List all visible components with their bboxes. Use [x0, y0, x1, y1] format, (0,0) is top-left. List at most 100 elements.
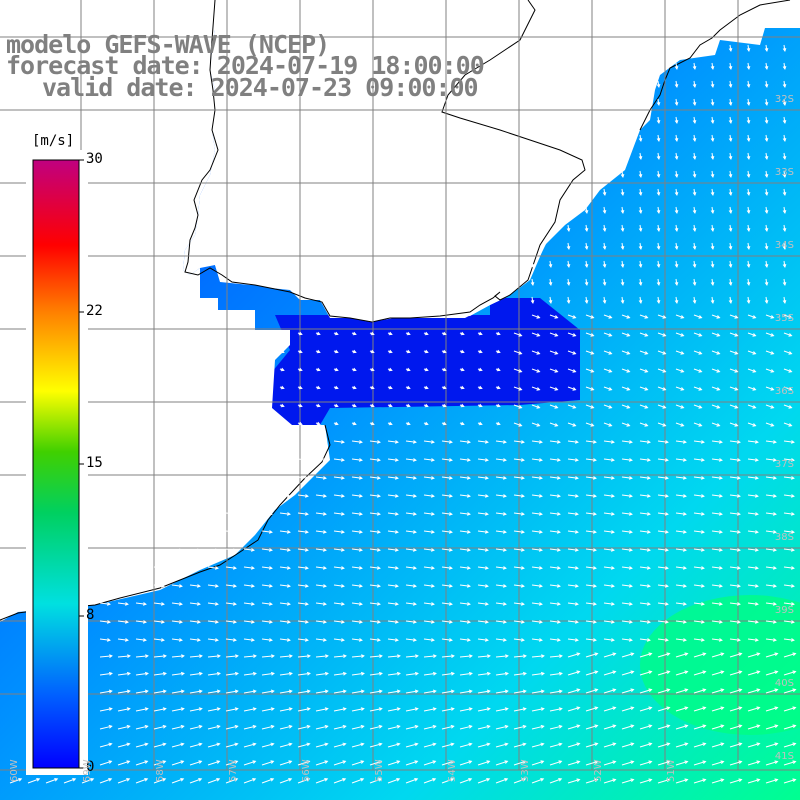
wind-arrow-head — [180, 742, 185, 747]
wind-arrow-head — [628, 512, 633, 516]
wind-arrow-head — [584, 299, 589, 304]
wind-arrow-head — [216, 760, 221, 764]
wind-arrow — [585, 743, 598, 748]
wind-arrow-head — [592, 638, 597, 642]
wind-arrow-head — [782, 227, 787, 232]
wind-arrow — [603, 476, 614, 479]
wind-arrow — [477, 548, 488, 551]
wind-arrow — [603, 584, 614, 587]
wind-arrow-head — [432, 707, 437, 711]
wind-arrow-head — [746, 209, 751, 214]
wind-arrow — [549, 690, 562, 694]
wind-arrow-head — [334, 421, 339, 426]
wind-arrow — [549, 602, 560, 605]
wind-arrow — [441, 566, 452, 569]
wind-arrow-head — [334, 349, 339, 354]
lon-label-54w: 54W — [447, 759, 458, 782]
wind-arrow-head — [442, 331, 447, 336]
wind-arrow — [783, 638, 794, 641]
wind-arrow — [657, 602, 668, 605]
wind-arrow-head — [782, 263, 787, 268]
wind-arrow — [711, 404, 720, 409]
wind-arrow-head — [720, 706, 725, 710]
wind-arrow-head — [764, 119, 769, 124]
lat-label-38s: 38S — [774, 532, 794, 543]
wind-arrow-head — [720, 742, 725, 746]
wind-arrow — [567, 530, 578, 533]
wind-arrow-head — [566, 263, 571, 268]
wind-arrow-head — [788, 315, 793, 319]
wind-arrow-head — [216, 707, 221, 711]
wind-arrow-head — [664, 512, 669, 516]
wind-arrow — [621, 638, 632, 641]
wind-arrow — [729, 620, 740, 623]
wind-arrow — [657, 548, 668, 551]
wind-arrow — [603, 422, 612, 427]
wind-arrow — [297, 548, 308, 551]
wind-arrow-head — [664, 494, 669, 498]
wind-arrow-head — [450, 760, 455, 764]
wind-arrow — [369, 672, 382, 676]
wind-arrow — [315, 743, 328, 748]
wind-arrow-head — [142, 584, 147, 588]
wind-arrow — [369, 548, 380, 551]
wind-arrow-head — [646, 530, 651, 534]
wind-arrow — [369, 512, 380, 515]
wind-arrow-head — [638, 263, 643, 268]
wind-arrow-head — [648, 652, 653, 656]
wind-arrow-head — [608, 333, 613, 337]
wind-arrow — [675, 530, 686, 533]
wind-arrow-head — [718, 566, 723, 570]
wind-arrow-head — [756, 688, 761, 692]
wind-arrow-head — [630, 652, 635, 656]
wind-arrow — [513, 620, 524, 623]
wind-arrow — [279, 530, 290, 533]
wind-arrow — [405, 584, 416, 587]
wind-arrow-head — [196, 602, 201, 606]
wind-arrow — [603, 458, 614, 461]
wind-arrow — [783, 440, 794, 443]
wind-arrow — [567, 602, 578, 605]
wind-arrow-head — [304, 458, 309, 462]
wind-arrow-head — [746, 191, 751, 196]
wind-arrow-head — [754, 476, 759, 480]
wind-arrow-head — [788, 333, 793, 337]
wind-arrow-head — [232, 638, 237, 642]
wind-arrow-head — [710, 119, 715, 124]
wind-arrow — [729, 494, 740, 497]
wind-arrow — [729, 689, 742, 694]
wind-arrow — [567, 566, 578, 569]
wind-arrow — [747, 440, 758, 443]
wind-arrow — [477, 725, 490, 730]
wind-arrow — [603, 530, 614, 533]
wind-arrow — [405, 655, 418, 658]
wind-arrow — [675, 689, 688, 694]
wind-arrow-head — [788, 369, 793, 373]
wind-arrow — [333, 494, 344, 497]
wind-arrow — [783, 386, 792, 391]
wind-arrow — [225, 566, 236, 569]
wind-arrow-head — [518, 351, 523, 355]
wind-arrow — [297, 655, 310, 658]
wind-arrow — [729, 743, 742, 748]
wind-arrow — [99, 760, 112, 766]
wind-arrow — [531, 566, 542, 569]
wind-arrow-head — [620, 173, 625, 178]
wind-arrow-head — [666, 670, 671, 674]
wind-arrow-head — [576, 670, 581, 674]
wind-arrow-head — [620, 83, 625, 88]
wind-arrow — [693, 314, 702, 319]
wind-arrow — [369, 708, 382, 712]
wind-arrow-head — [788, 351, 793, 355]
wind-arrow — [315, 602, 326, 605]
wind-arrow — [279, 743, 292, 748]
wind-arrow — [711, 476, 722, 479]
wind-arrow — [477, 494, 488, 497]
wind-arrow — [369, 778, 382, 784]
wind-arrow-head — [602, 299, 607, 304]
wind-arrow — [153, 708, 166, 712]
wind-arrow-head — [590, 387, 595, 391]
wind-arrow — [297, 638, 308, 641]
wind-arrow-head — [792, 706, 797, 710]
wind-arrow-head — [286, 476, 291, 480]
